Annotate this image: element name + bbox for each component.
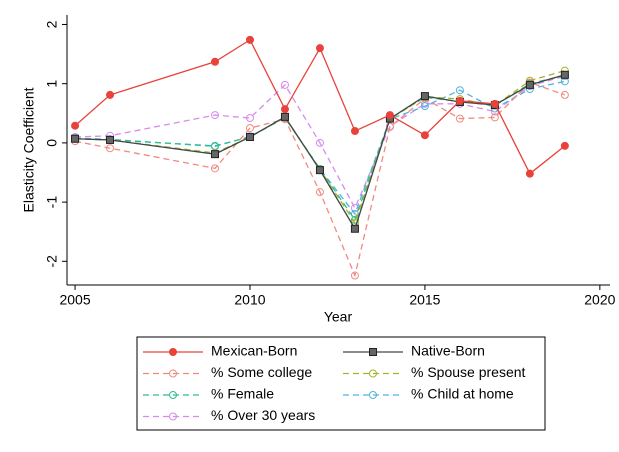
data-point — [560, 70, 569, 79]
data-point — [490, 99, 499, 108]
series-line — [75, 74, 566, 222]
data-point — [525, 80, 534, 89]
data-point — [106, 90, 115, 99]
legend-label: % Some college — [211, 364, 312, 380]
data-point — [71, 134, 80, 143]
data-point — [106, 144, 115, 153]
data-point — [315, 166, 324, 175]
data-point — [455, 114, 464, 123]
data-point — [106, 135, 115, 144]
legend-marker — [169, 412, 177, 421]
data-point — [385, 111, 394, 120]
legend-label: % Female — [211, 386, 274, 402]
data-point — [315, 44, 324, 53]
legend-marker — [169, 348, 177, 356]
y-tick-label: 0 — [44, 139, 60, 147]
data-point — [420, 102, 429, 111]
y-axis-label: Elasticity Coefficient — [21, 87, 37, 212]
data-point — [560, 141, 569, 150]
data-point — [315, 188, 324, 197]
data-point — [280, 105, 289, 114]
data-point — [245, 132, 254, 141]
data-point — [245, 124, 254, 133]
x-axis-label: Year — [324, 309, 353, 325]
data-point — [210, 111, 219, 120]
data-point — [385, 122, 394, 131]
data-point — [350, 271, 359, 280]
x-tick-label: 2010 — [234, 292, 265, 308]
data-point — [350, 224, 359, 233]
data-point — [420, 131, 429, 140]
legend-label: % Child at home — [411, 386, 514, 402]
data-point — [490, 113, 499, 122]
legend-label: Mexican-Born — [211, 343, 297, 359]
legend-marker — [369, 369, 377, 378]
legend-marker — [369, 391, 377, 399]
legend-box — [136, 336, 546, 431]
data-point — [455, 96, 464, 105]
y-tick-label: -2 — [44, 255, 60, 268]
data-point — [420, 92, 429, 101]
data-point — [560, 90, 569, 99]
legend-marker — [169, 369, 177, 378]
data-point — [210, 150, 219, 159]
data-point — [315, 138, 324, 147]
data-point — [210, 164, 219, 173]
y-tick-label: 1 — [44, 80, 60, 88]
data-point — [525, 169, 534, 178]
x-tick-label: 2015 — [409, 292, 440, 308]
legend-marker — [369, 348, 377, 356]
data-point — [71, 121, 80, 130]
legend-label: Native-Born — [411, 343, 485, 359]
data-point — [210, 57, 219, 66]
legend-label: % Spouse present — [411, 364, 526, 380]
data-point — [350, 127, 359, 136]
x-tick-label: 2005 — [59, 292, 90, 308]
x-tick-label: 2020 — [584, 292, 615, 308]
legend-label: % Over 30 years — [211, 407, 315, 423]
series-line — [74, 81, 566, 278]
y-tick-label: -1 — [44, 196, 60, 209]
data-point — [245, 114, 254, 123]
data-point — [245, 35, 254, 44]
series-line — [75, 75, 566, 210]
data-point — [280, 80, 289, 89]
data-point — [455, 86, 464, 95]
data-point — [280, 112, 289, 121]
series-line — [75, 74, 566, 231]
legend-marker — [169, 391, 177, 399]
y-tick-label: 2 — [44, 20, 60, 28]
